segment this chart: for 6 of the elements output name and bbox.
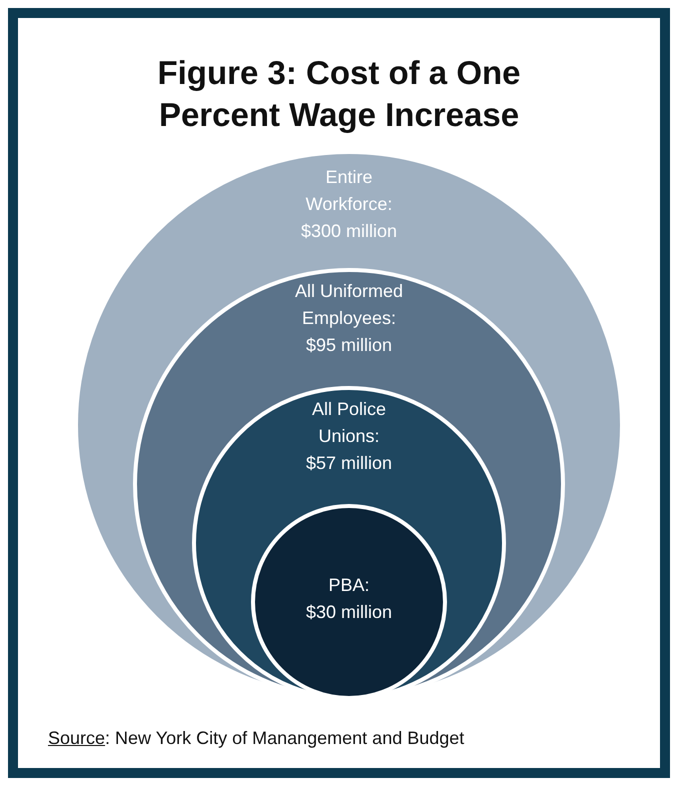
source-note: Source: New York City of Manangement and Budget: [48, 728, 464, 749]
data-label: All Police Unions: $57 million: [304, 398, 394, 475]
data-label: All Uniformed Employees: $95 million: [294, 280, 404, 357]
data-label: Entire Workforce: $300 million: [300, 166, 398, 243]
data-label: PBA: $30 million: [304, 574, 394, 624]
text: Figure 3: Cost of a One Percent Wage Increase: [156, 53, 522, 135]
